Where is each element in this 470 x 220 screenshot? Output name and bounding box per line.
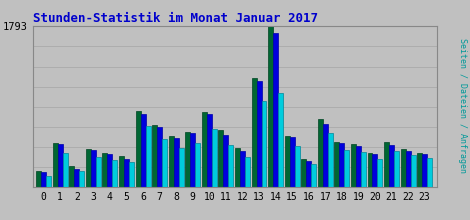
Bar [245,157,250,187]
Bar [70,166,74,187]
Bar [102,152,108,187]
Bar [46,176,51,187]
Bar [108,154,112,187]
Bar [311,164,316,187]
Bar [223,135,228,187]
Bar [334,142,339,187]
Bar [361,152,366,187]
Bar [157,126,162,187]
Bar [356,146,361,187]
Bar [74,169,79,187]
Bar [190,134,195,187]
Bar [306,161,311,187]
Bar [301,159,306,187]
Bar [53,143,58,187]
Bar [411,155,415,187]
Bar [169,136,174,187]
Bar [285,136,290,187]
Bar [136,111,141,187]
Bar [351,144,356,187]
Bar [58,144,63,187]
Bar [174,138,179,187]
Bar [179,148,184,187]
Bar [389,145,394,187]
Bar [86,149,91,187]
Bar [345,150,349,187]
Bar [400,149,406,187]
Text: Stunden-Statistik im Monat Januar 2017: Stunden-Statistik im Monat Januar 2017 [33,12,318,25]
Bar [422,154,427,187]
Bar [141,114,146,187]
Bar [63,153,68,187]
Bar [96,158,101,187]
Bar [268,26,273,187]
Bar [368,153,373,187]
Bar [162,139,167,187]
Bar [235,148,240,187]
Bar [207,114,212,187]
Bar [384,143,389,187]
Bar [228,145,233,187]
Bar [41,172,46,187]
Bar [373,154,377,187]
Bar [273,33,278,187]
Bar [129,162,134,187]
Text: Seiten / Dateien / Anfragen: Seiten / Dateien / Anfragen [458,38,467,173]
Bar [251,78,257,187]
Bar [261,101,266,187]
Bar [406,151,411,187]
Bar [119,156,124,187]
Bar [417,153,422,187]
Bar [427,158,432,187]
Bar [195,143,200,187]
Bar [79,171,84,187]
Bar [152,125,157,187]
Bar [36,171,41,187]
Bar [146,126,150,187]
Bar [124,159,129,187]
Bar [339,143,345,187]
Bar [112,160,118,187]
Bar [91,150,96,187]
Bar [328,134,333,187]
Bar [323,124,328,187]
Bar [240,151,245,187]
Bar [219,130,223,187]
Bar [290,137,295,187]
Bar [212,129,217,187]
Bar [185,132,190,187]
Bar [295,146,299,187]
Bar [394,151,399,187]
Bar [202,112,207,187]
Bar [377,159,383,187]
Bar [278,93,283,187]
Bar [318,119,323,187]
Bar [257,81,261,187]
